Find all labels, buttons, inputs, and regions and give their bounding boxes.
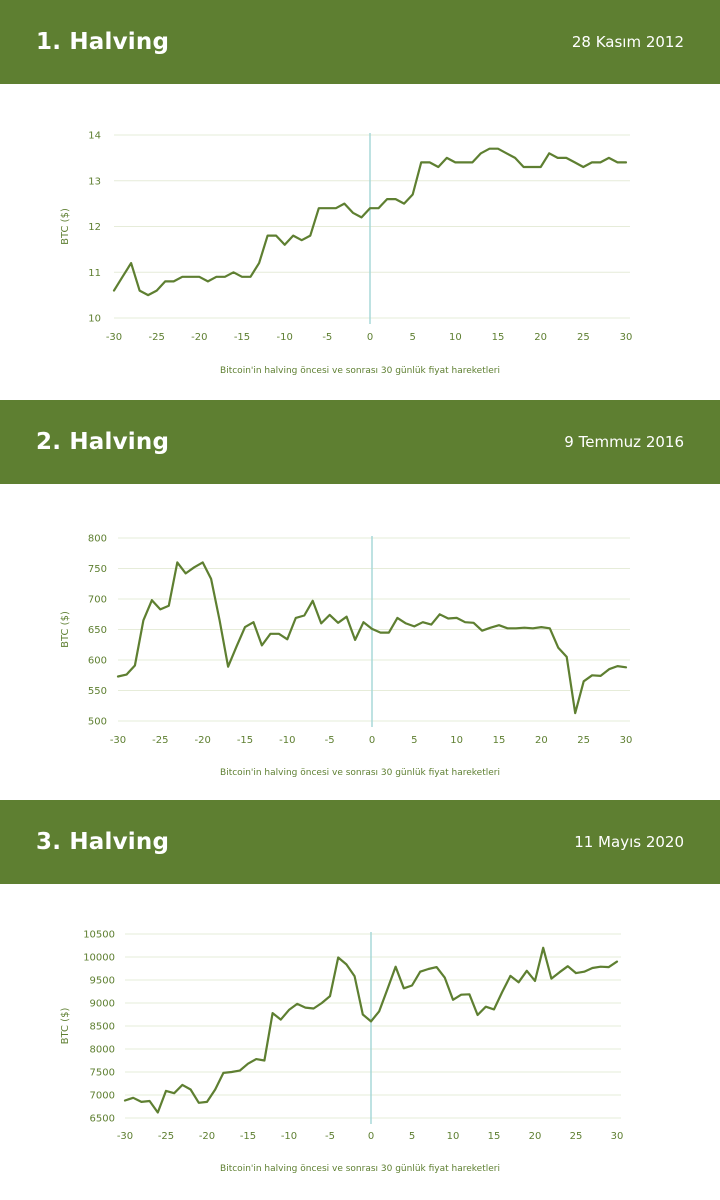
section-title: 3. Halving [36, 829, 170, 855]
x-tick-label: -30 [110, 735, 126, 746]
x-tick-label: 30 [620, 735, 633, 746]
x-tick-label: -5 [325, 735, 335, 746]
y-tick-label: 750 [88, 564, 107, 575]
x-tick-label: 30 [620, 332, 633, 343]
x-tick-label: -25 [148, 332, 164, 343]
halving-section-2: 2. Halving 9 Temmuz 2016 500 550 600 650 700… [0, 400, 720, 800]
x-tick-label: 0 [367, 332, 373, 343]
x-tick-label: 20 [535, 735, 548, 746]
x-tick-label: -30 [117, 1131, 133, 1142]
x-tick-label: -30 [106, 332, 122, 343]
y-tick-label: 6500 [90, 1114, 115, 1125]
x-tick-label: -5 [322, 332, 332, 343]
x-tick-label: 15 [493, 735, 506, 746]
y-axis-label: BTC ($) [60, 611, 71, 648]
y-tick-label: 11 [88, 268, 101, 279]
y-tick-label: 9000 [90, 999, 115, 1010]
x-tick-label: 0 [368, 1131, 374, 1142]
x-tick-label: -20 [199, 1131, 215, 1142]
btc-price-line [112, 147, 628, 297]
y-tick-label: 500 [88, 717, 107, 728]
chart-area: 500 550 600 650 700 750 800 -30 -25 -20 -15 -10 -5 0 5… [0, 484, 720, 800]
halving-date: 28 Kasım 2012 [571, 33, 684, 51]
price-chart: 6500 7000 7500 8000 8500 9000 9500 10000 10500 -3… [60, 930, 624, 1143]
section-title: 2. Halving [36, 429, 170, 455]
y-tick-label: 7000 [90, 1091, 115, 1102]
halving-date: 11 Mayıs 2020 [574, 833, 684, 851]
chart-area: 10 11 12 13 14 -30 -25 -20 -15 -10 -5 0 5 10 15 20 25 30 B… [0, 84, 720, 400]
chart-caption: Bitcoin'in halving öncesi ve sonrası 30 … [220, 366, 500, 376]
y-tick-label: 9500 [90, 976, 115, 987]
halving-date: 9 Temmuz 2016 [564, 433, 684, 451]
x-tick-label: -20 [191, 332, 207, 343]
x-tick-label: 10 [449, 332, 462, 343]
chart-area: 6500 7000 7500 8000 8500 9000 9500 10000 10500 -3… [0, 884, 720, 1200]
btc-price-line [116, 561, 628, 715]
chart-caption: Bitcoin'in halving öncesi ve sonrası 30 … [220, 768, 500, 778]
y-axis-label: BTC ($) [60, 208, 71, 245]
x-tick-label: 10 [447, 1131, 460, 1142]
y-tick-label: 13 [88, 176, 101, 187]
x-tick-label: 5 [411, 735, 417, 746]
section-title: 1. Halving [36, 29, 170, 55]
x-tick-label: 25 [570, 1131, 583, 1142]
x-tick-label: 5 [409, 332, 415, 343]
price-chart: 10 11 12 13 14 -30 -25 -20 -15 -10 -5 0 5 10 15 20 25 30 B… [60, 131, 633, 344]
x-tick-label: -25 [152, 735, 168, 746]
x-tick-label: -10 [276, 332, 292, 343]
x-tick-label: 25 [577, 735, 590, 746]
x-tick-label: 10 [450, 735, 463, 746]
y-tick-label: 10000 [83, 953, 115, 964]
y-tick-label: 10500 [83, 930, 115, 941]
x-tick-label: 20 [529, 1131, 542, 1142]
x-tick-label: 5 [409, 1131, 415, 1142]
x-tick-label: 20 [534, 332, 547, 343]
section-header: 1. Halving 28 Kasım 2012 [0, 0, 720, 84]
price-chart: 500 550 600 650 700 750 800 -30 -25 -20 -15 -10 -5 0 5… [60, 534, 633, 747]
section-header: 3. Halving 11 Mayıs 2020 [0, 800, 720, 884]
x-tick-label: -20 [194, 735, 210, 746]
y-tick-label: 10 [88, 314, 101, 325]
x-tick-label: -15 [237, 735, 253, 746]
y-tick-label: 12 [88, 222, 101, 233]
x-tick-label: -15 [240, 1131, 256, 1142]
y-tick-label: 700 [88, 595, 107, 606]
x-tick-label: 15 [488, 1131, 501, 1142]
halving-section-3: 3. Halving 11 Mayıs 2020 6500 7000 7500 800… [0, 800, 720, 1200]
x-tick-label: -10 [279, 735, 295, 746]
btc-price-line [123, 946, 619, 1114]
x-tick-label: -25 [158, 1131, 174, 1142]
x-tick-label: -10 [281, 1131, 297, 1142]
y-tick-label: 8500 [90, 1022, 115, 1033]
x-tick-label: -5 [325, 1131, 335, 1142]
y-axis-label: BTC ($) [60, 1008, 71, 1045]
y-tick-label: 550 [88, 686, 107, 697]
y-tick-label: 14 [88, 131, 101, 142]
y-tick-label: 8000 [90, 1045, 115, 1056]
x-tick-label: -15 [234, 332, 250, 343]
y-tick-label: 800 [88, 534, 107, 545]
y-tick-label: 7500 [90, 1068, 115, 1079]
x-tick-label: 15 [492, 332, 505, 343]
x-tick-label: 0 [369, 735, 375, 746]
chart-caption: Bitcoin'in halving öncesi ve sonrası 30 … [220, 1164, 500, 1174]
x-tick-label: 25 [577, 332, 590, 343]
y-tick-label: 650 [88, 625, 107, 636]
section-header: 2. Halving 9 Temmuz 2016 [0, 400, 720, 484]
y-tick-label: 600 [88, 656, 107, 667]
halving-section-1: 1. Halving 28 Kasım 2012 10 11 12 13 14 -30 -2… [0, 0, 720, 400]
x-tick-label: 30 [611, 1131, 624, 1142]
